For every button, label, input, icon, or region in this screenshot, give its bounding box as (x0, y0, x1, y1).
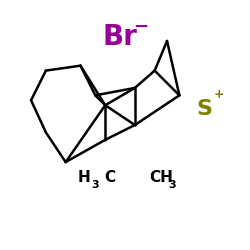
Text: 3: 3 (92, 180, 99, 190)
Text: −: − (134, 18, 149, 36)
Text: H: H (78, 170, 90, 185)
Text: S: S (196, 99, 212, 119)
Text: Br: Br (103, 23, 138, 51)
Text: C: C (104, 170, 115, 185)
Text: 3: 3 (168, 180, 176, 190)
Text: CH: CH (150, 170, 174, 185)
Text: +: + (214, 88, 224, 101)
